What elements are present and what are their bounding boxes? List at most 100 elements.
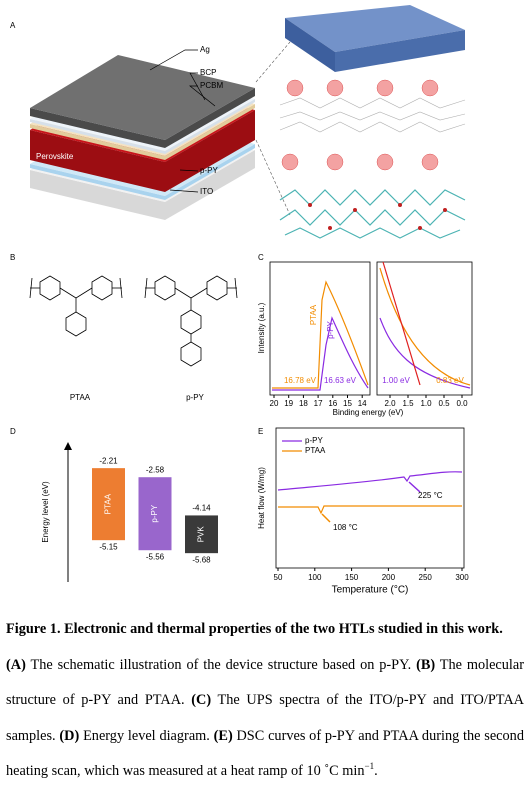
energy-bar [185,515,218,554]
caption-text: Figure 1. Electronic and thermal propert… [6,621,503,637]
caption-text: (D) [59,727,80,744]
annotation: 225 °C [418,491,443,500]
structure-illustration [279,5,466,239]
layer-label: Ag [200,45,210,54]
bar-label: PVK [197,526,206,543]
layer-label: p-PY [200,166,218,175]
x-tick-label: 1.0 [420,399,432,408]
y-axis-label: Heat flow (W/mg) [257,467,266,529]
level-label: -2.58 [146,465,165,474]
bar-label: PTAA [104,493,113,514]
level-label: -5.68 [192,555,211,564]
annotation: 16.78 eV [284,376,317,385]
layer-label: PCBM [200,81,223,90]
layer-side [165,144,255,200]
layer-label: Perovskite [36,152,74,161]
x-tick-label: 14 [358,399,367,408]
caption-text: (E) [213,727,233,744]
ups-curves [272,261,471,391]
x-tick-label: 150 [345,573,359,582]
layer-side [165,110,255,192]
y-axis-label: Energy level (eV) [41,481,50,543]
x-tick-label: 0.5 [438,399,450,408]
x-tick-label: 18 [299,399,308,408]
annotation: 1.00 eV [382,376,410,385]
annotation: 0.83 eV [436,376,464,385]
axes-frame [376,261,473,396]
panel-letter: E [258,427,263,436]
x-tick-label: 17 [314,399,323,408]
dsc-curve [278,505,462,515]
annotation: 108 °C [333,523,358,532]
annotation: 16.63 eV [324,376,357,385]
zoom-lines [255,41,291,216]
axes-frame [269,261,371,396]
figure: A B C D E Ag BCP PCBM Perovskite p-PY IT… [10,5,473,596]
legend-label: p-PY [305,436,323,445]
x-tick-label: 1.5 [402,399,414,408]
arrow [321,513,331,523]
layer-side [165,150,255,220]
caption-text: . [374,763,378,779]
x-axis-label: Temperature (°C) [332,585,409,596]
layer-side [30,170,165,220]
legend-label: PTAA [305,446,326,455]
panel-letter: A [10,21,16,30]
layer-side [165,104,255,160]
level-label: -2.21 [99,456,118,465]
axes-frame [275,427,465,569]
layer-side [165,88,255,148]
caption-text: DSC curves of p-PY and PTAA during the s… [6,727,524,780]
energy-bar [138,477,172,551]
layer-side [165,99,255,154]
axis-arrow [64,442,72,450]
x-tick-label: 16 [328,399,337,408]
caption-text: The UPS spectra of the ITO/p-PY and ITO/… [6,692,525,744]
layer-side [30,108,165,148]
leader-lines [149,49,216,193]
molecule-drawing [29,275,238,367]
x-tick-label: 200 [382,573,396,582]
molecule-label: PTAA [70,393,91,402]
x-tick-label: 300 [455,573,469,582]
caption-text: (C) [191,692,212,708]
level-label: -4.14 [192,504,211,513]
layer-label: BCP [200,68,216,77]
layer-side [30,130,165,192]
x-axis-label: Binding energy (eV) [333,408,404,417]
y-axis-label: Intensity (a.u.) [257,302,266,353]
device-stack [30,55,255,220]
bar-label: p-PY [150,504,159,522]
dsc-curve [277,471,463,491]
level-label: -5.15 [99,542,118,551]
caption-text: The molecular structure of p-PY and PTAA… [6,656,525,709]
arrow [408,481,421,493]
energy-bar [92,468,125,541]
layer-side [30,164,165,200]
x-tick-label: 20 [270,399,279,408]
layer-side [30,119,165,154]
x-tick-label: 0.0 [456,399,468,408]
panel-letter: B [10,253,15,262]
x-tick-label: 2.0 [384,399,396,408]
caption-text: (B) [416,656,436,673]
layer-label: ITO [200,187,213,196]
caption-text: Energy level diagram. [79,727,214,744]
x-tick-label: 250 [419,573,433,582]
x-tick-label: 19 [284,399,293,408]
panel-letter: D [10,427,16,436]
molecule-label: p-PY [186,393,204,402]
x-tick-label: 100 [308,573,322,582]
x-tick-label: 50 [274,573,283,582]
layer-side [30,124,165,160]
x-tick-label: 15 [343,399,352,408]
layer-top [30,55,255,140]
series-label: p-PY [326,320,335,338]
caption-text: (A) [6,656,26,673]
caption-text: The schematic illustration of the device… [25,656,417,673]
level-label: -5.56 [146,552,165,561]
series-label: PTAA [309,304,318,325]
panel-letter: C [258,253,264,262]
caption-text: −1 [364,761,375,772]
